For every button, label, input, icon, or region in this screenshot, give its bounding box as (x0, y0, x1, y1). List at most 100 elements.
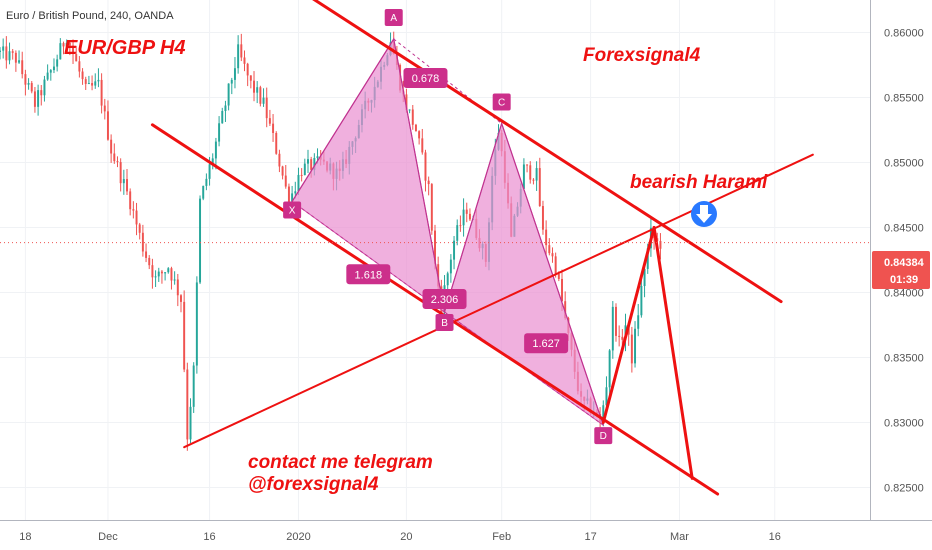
candle-body (316, 156, 319, 158)
candle-body (230, 79, 233, 84)
candle-body (418, 131, 421, 139)
candle-body (59, 43, 62, 60)
candle-body (27, 83, 30, 85)
candle-body (110, 139, 113, 154)
candle-body (186, 369, 189, 440)
candle-body (224, 105, 227, 111)
candle-body (284, 175, 287, 187)
candle-body (615, 306, 617, 336)
point-label-a: A (390, 13, 397, 24)
candle-body (2, 46, 5, 51)
candle-body (249, 75, 252, 81)
point-label-x: X (289, 206, 296, 217)
candle-body (46, 72, 49, 80)
point-label-d: D (600, 431, 607, 442)
price-tick-0-83000: 0.83000 (884, 418, 924, 430)
price-tick-0-85000: 0.85000 (884, 158, 924, 170)
candle-body (427, 180, 430, 185)
candle-body (199, 198, 202, 283)
candle-body (183, 301, 186, 370)
trend-line-1 (150, 123, 720, 496)
candle-body (300, 174, 303, 176)
pair-title: EUR/GBP H4 (64, 37, 186, 59)
candle-body (84, 79, 87, 84)
candle-body (132, 209, 135, 211)
candle-body (52, 66, 55, 71)
candle-body (126, 179, 128, 192)
candle-body (608, 350, 611, 388)
candle-body (100, 79, 103, 106)
candle-body (554, 256, 557, 274)
candle-body (253, 80, 255, 93)
point-label-box (283, 201, 302, 219)
ratio-label-0-678: 0.678 (412, 73, 440, 85)
trend-line-5 (652, 226, 694, 480)
candle-body (72, 45, 75, 55)
candle-body (211, 158, 214, 165)
candle-body (414, 124, 417, 132)
candle-body (81, 71, 84, 80)
candle-body (456, 225, 459, 241)
candle-body (151, 265, 154, 278)
candle-body (646, 248, 649, 269)
time-tick-2020: 2020 (286, 531, 310, 543)
candle-body (557, 273, 560, 279)
candle-body (135, 210, 138, 225)
candle-body (564, 301, 567, 319)
candle-body (164, 272, 167, 274)
trend-line-2 (312, 0, 783, 304)
candle-body (145, 251, 148, 258)
candle-body (37, 90, 40, 107)
signal-text: bearish Harami (630, 172, 768, 193)
candle-body (233, 68, 236, 80)
pattern-xb-link (291, 201, 445, 313)
current-price-value: 0.84384 (884, 257, 925, 269)
point-label-box (384, 9, 403, 26)
candle-body (294, 191, 297, 194)
candle-body (434, 230, 436, 265)
price-tick-0-83500: 0.83500 (884, 353, 924, 365)
candle-body (522, 164, 525, 189)
candle-body (167, 268, 170, 273)
price-tick-0-86000: 0.86000 (884, 28, 924, 40)
candle-body (307, 159, 309, 164)
candle-body (14, 52, 17, 63)
candle-body (602, 405, 605, 424)
candle-body (94, 81, 97, 86)
candle-body (634, 328, 637, 364)
candle-body (221, 110, 224, 124)
candle-body (24, 74, 27, 85)
time-tick-16: 16 (769, 531, 781, 543)
point-label-c: C (498, 98, 505, 109)
candle-body (122, 179, 125, 184)
candle-body (526, 164, 529, 166)
down-arrow-icon (691, 201, 717, 227)
candle-body (246, 63, 249, 76)
contact-line-1: contact me telegram (248, 452, 433, 473)
candle-body (278, 153, 281, 167)
candle-body (605, 387, 608, 406)
candle-body (192, 365, 195, 407)
candle-body (548, 245, 551, 254)
candle-body (618, 335, 621, 337)
candle-body (18, 60, 21, 63)
candle-body (640, 286, 643, 316)
time-tick-feb: Feb (492, 531, 511, 543)
candle-body (227, 83, 230, 106)
candle-body (154, 276, 157, 278)
ratio-label-1-627: 1.627 (532, 338, 560, 350)
candle-body (214, 141, 217, 159)
candle-body (119, 162, 122, 184)
ratio-label-box (403, 68, 448, 88)
price-tick-0-82500: 0.82500 (884, 483, 924, 495)
candle-body (462, 209, 465, 226)
contact-line-2: @forexsignal4 (248, 474, 379, 495)
candle-body (160, 271, 163, 274)
candle-body (405, 94, 408, 111)
ratio-label-1-618: 1.618 (355, 269, 383, 281)
candle-body (287, 186, 290, 209)
time-tick-dec: Dec (98, 531, 118, 543)
candle-body (138, 224, 141, 233)
